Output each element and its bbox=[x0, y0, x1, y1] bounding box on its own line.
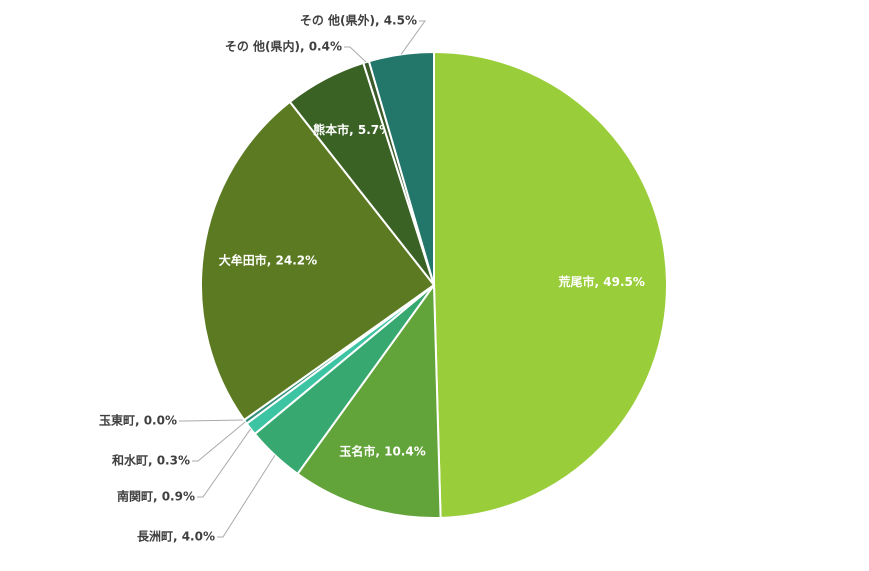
data-label: 熊本市, 5.7% bbox=[313, 122, 391, 137]
leader-line bbox=[217, 454, 276, 538]
data-label: 玉名市, 10.4% bbox=[339, 444, 425, 459]
pie-slice bbox=[433, 50, 668, 519]
data-label: 大牟田市, 24.2% bbox=[219, 253, 317, 268]
leader-line bbox=[344, 46, 367, 63]
leader-line bbox=[192, 421, 246, 462]
leader-line bbox=[400, 20, 426, 55]
data-label: その 他(県内), 0.4% bbox=[225, 39, 342, 54]
data-label: 南関町, 0.9% bbox=[117, 489, 195, 504]
leader-line bbox=[197, 428, 252, 498]
data-label: 長洲町, 4.0% bbox=[137, 529, 215, 544]
data-label: その 他(県外), 4.5% bbox=[300, 13, 417, 28]
data-label: 荒尾市, 49.5% bbox=[558, 274, 645, 289]
data-label: 和水町, 0.3% bbox=[111, 453, 190, 468]
leader-line bbox=[179, 419, 245, 422]
pie-slice bbox=[296, 282, 442, 519]
data-label: 玉東町, 0.0% bbox=[99, 413, 177, 428]
pie-slice bbox=[200, 100, 436, 422]
